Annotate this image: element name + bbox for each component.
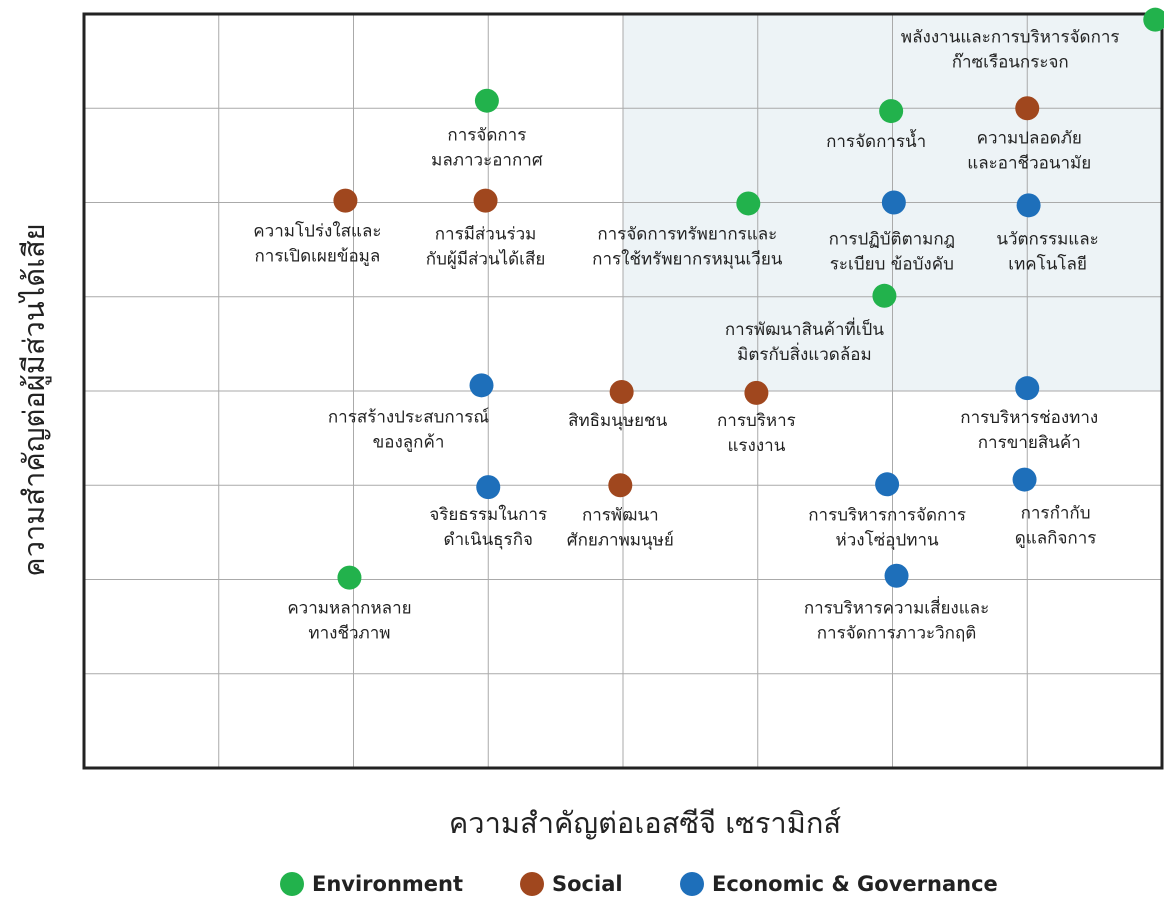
point-label: การสร้างประสบการณ์ — [328, 407, 490, 427]
point — [337, 565, 362, 590]
legend-marker — [520, 872, 544, 896]
point — [1015, 96, 1040, 121]
point-label: การพัฒนา — [582, 505, 659, 525]
point-label: การบริหารช่องทาง — [960, 408, 1098, 428]
point-label: การพัฒนาสินค้าที่เป็น — [725, 317, 884, 340]
point-label: ห่วงโซ่อุปทาน — [836, 529, 939, 550]
point-label: มลภาวะอากาศ — [431, 151, 543, 171]
point-label: การเปิดเผยข้อมูล — [255, 247, 381, 267]
point — [333, 188, 358, 213]
point-label: ทางชีวภาพ — [308, 624, 390, 644]
point — [872, 283, 897, 308]
legend-label: Environment — [312, 872, 463, 896]
point-label: ก๊าซเรือนกระจก — [952, 53, 1069, 73]
point-label: การจัดการน้ำ — [826, 129, 926, 152]
point-label: ความโปร่งใสและ — [253, 221, 381, 242]
point-label: ของลูกค้า — [373, 432, 445, 452]
legend-marker — [680, 872, 704, 896]
point-label: การบริหารการจัดการ — [808, 505, 966, 525]
point-label: ศักยภาพมนุษย์ — [567, 530, 674, 550]
point — [875, 472, 900, 497]
point — [608, 473, 633, 498]
point-label: การบริหารความเสี่ยงและ — [804, 596, 989, 619]
point — [744, 380, 769, 405]
point-label: การมีส่วนร่วม — [435, 225, 537, 245]
point — [736, 191, 761, 216]
plot-frame — [82, 12, 1164, 770]
point — [879, 99, 904, 124]
point-label: พลังงานและการบริหารจัดการ — [901, 28, 1120, 48]
point-label: ความหลากหลาย — [287, 599, 411, 619]
point — [884, 563, 909, 588]
point-label: การจัดการทรัพยากรและ — [597, 224, 777, 244]
point — [609, 379, 634, 404]
point-label: การปฏิบัติตามกฎ — [829, 230, 956, 250]
x-axis-title: ความสำคัญต่อเอสซีจี เซรามิกส์ — [449, 806, 841, 840]
point-label: มิตรกับสิ่งแวดล้อม — [737, 342, 872, 365]
point-label: ระเบียบ ข้อบังคับ — [830, 255, 954, 275]
point-label: ดำเนินธุรกิจ — [444, 530, 533, 550]
point-label: จริยธรรมในการ — [429, 504, 547, 525]
point — [1016, 193, 1041, 218]
point-label: การบริหาร — [717, 411, 796, 431]
point-label: การกำกับ — [1021, 504, 1091, 524]
point — [1015, 376, 1040, 401]
point-label: การใช้ทรัพยากรหมุนเวียน — [592, 248, 783, 269]
legend-marker — [280, 872, 304, 896]
point-label: และอาชีวอนามัย — [967, 153, 1091, 173]
point-label: การจัดการภาวะวิกฤติ — [817, 624, 977, 644]
point-label: สิทธิมนุษยชน — [568, 411, 667, 431]
point-label: ดูแลกิจการ — [1015, 529, 1097, 549]
point-label: ความปลอดภัย — [977, 128, 1082, 148]
point-label: กับผู้มีส่วนได้เสีย — [426, 249, 546, 270]
point — [474, 88, 499, 113]
point — [1012, 467, 1037, 492]
point-label: เทคโนโลยี — [1008, 253, 1087, 274]
point-label: แรงงาน — [727, 436, 785, 456]
legend-label: Economic & Governance — [712, 872, 998, 896]
point — [469, 373, 494, 398]
point-label: นวัตกรรมและ — [996, 229, 1098, 249]
point — [473, 188, 498, 213]
point-label: การจัดการ — [447, 126, 526, 146]
point-label: การขายสินค้า — [978, 433, 1081, 453]
point — [881, 190, 906, 215]
point — [1143, 7, 1164, 32]
point — [476, 475, 501, 500]
legend-label: Social — [552, 872, 623, 896]
y-axis-title: ความสำคัญต่อผู้มีส่วนได้เสีย — [17, 223, 52, 576]
